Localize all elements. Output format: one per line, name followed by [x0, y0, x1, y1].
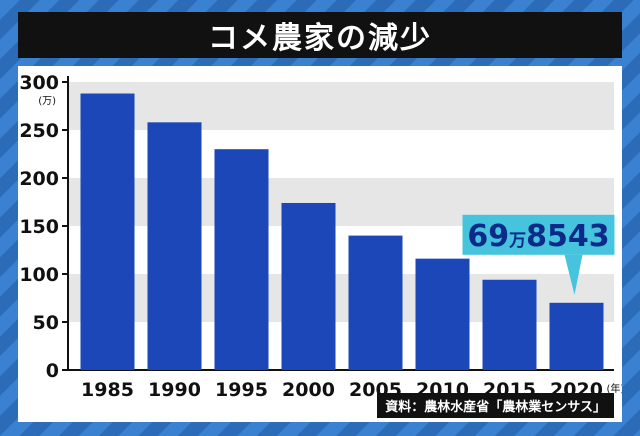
y-tick-label: 300: [19, 72, 59, 94]
x-tick-label: 1995: [215, 379, 268, 401]
y-tick-label: 100: [19, 264, 59, 286]
y-tick-label: 50: [33, 312, 59, 334]
y-unit-label: (万): [38, 96, 56, 107]
callout-rest: 8543: [526, 219, 610, 254]
source-note: 資料：農林水産省「農林業センサス」: [377, 393, 614, 418]
callout-unit: 万: [508, 231, 526, 251]
bar: [415, 258, 470, 370]
x-tick-label: 1985: [81, 379, 134, 401]
x-tick-label: 1990: [148, 379, 201, 401]
bar: [482, 279, 537, 370]
chart-panel: 0 50 100 150 200 250 300 (万) 1985 1990 1995 2000 200…: [18, 66, 622, 422]
callout-box: [462, 214, 615, 255]
callout-text: 69万8543: [467, 219, 609, 254]
grid-band: [68, 82, 614, 130]
y-tick-label: 0: [46, 360, 59, 382]
x-tick-label: 2000: [282, 379, 335, 401]
bar: [214, 149, 269, 370]
callout-main: 69: [467, 219, 509, 254]
y-tick-label: 150: [19, 216, 59, 238]
y-tick-label: 250: [19, 120, 59, 142]
bar: [348, 235, 403, 370]
bar: [549, 302, 604, 370]
bar: [147, 122, 202, 370]
callout-pointer: [564, 254, 583, 295]
x-unit-label: (年): [607, 382, 623, 395]
y-tick-label: 200: [19, 168, 59, 190]
chart-title: コメ農家の減少: [18, 12, 622, 58]
bar: [281, 202, 336, 370]
bar: [80, 93, 135, 370]
